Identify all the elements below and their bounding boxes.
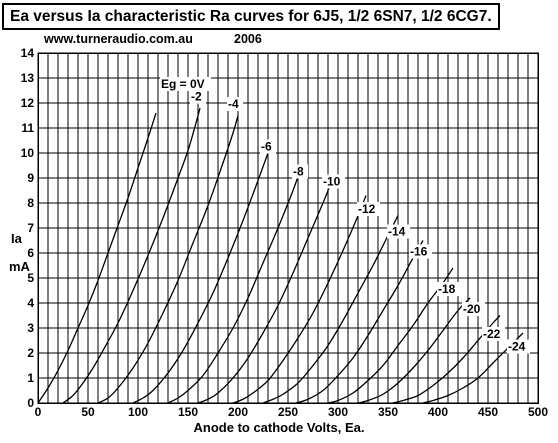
x-tick-label: 50 bbox=[81, 405, 95, 419]
series-label-bg bbox=[409, 244, 432, 259]
series-label: -14 bbox=[388, 225, 406, 239]
plot-frame bbox=[37, 52, 539, 404]
series-label-bg bbox=[160, 77, 211, 91]
series-label: -6 bbox=[261, 140, 272, 154]
series-label-bg bbox=[387, 224, 410, 239]
y-tick-label: 1 bbox=[27, 371, 34, 385]
series-label: -16 bbox=[410, 245, 428, 259]
series-label: -10 bbox=[323, 175, 341, 189]
x-tick-label: 350 bbox=[378, 405, 398, 419]
series-label-bg bbox=[357, 202, 380, 216]
x-axis-label: Anode to cathode Volts, Ea. bbox=[193, 420, 365, 435]
series-curve bbox=[97, 115, 239, 404]
x-tick-label: 300 bbox=[328, 405, 348, 419]
y-tick-label: 8 bbox=[27, 196, 34, 210]
series-label-bg bbox=[482, 327, 505, 341]
y-tick-label: 10 bbox=[21, 146, 35, 160]
y-tick-label: 6 bbox=[27, 246, 34, 260]
series-curve bbox=[167, 170, 301, 404]
y-tick-label: 5 bbox=[27, 271, 34, 285]
chart-title: Ea versus Ia characteristic Ra curves fo… bbox=[2, 3, 500, 30]
y-tick-label: 4 bbox=[27, 296, 34, 310]
series-curve bbox=[262, 215, 399, 404]
x-tick-label: 100 bbox=[128, 405, 148, 419]
series-labels: Eg = 0V-2 -4 -6 -8 -10 -12 -14 -16 -18 -20-22 -24 bbox=[160, 77, 530, 354]
chart-subtitle: www.turneraudio.com.au bbox=[44, 32, 193, 46]
series-curve bbox=[62, 107, 201, 404]
y-tick-label: 9 bbox=[27, 171, 34, 185]
y-tick-label: 2 bbox=[27, 346, 34, 360]
x-tick-label: 400 bbox=[428, 405, 448, 419]
series-label: -12 bbox=[358, 202, 376, 216]
series-curve bbox=[295, 240, 424, 404]
x-tick-label: 0 bbox=[35, 405, 42, 419]
series-label: -8 bbox=[293, 165, 304, 179]
series-label: -20 bbox=[463, 302, 481, 316]
y-axis-label-line-2: mA bbox=[9, 259, 30, 274]
series-label-bg bbox=[437, 282, 460, 296]
tick-labels: 0 50 100 150 200 250 300 350 400 450 5000123456789… bbox=[21, 46, 549, 419]
grid-lines bbox=[37, 52, 539, 404]
series-label-bg bbox=[292, 164, 308, 179]
x-tick-label: 500 bbox=[528, 405, 548, 419]
y-tick-label: 11 bbox=[21, 121, 34, 135]
series-curve bbox=[197, 177, 334, 404]
series-curve bbox=[132, 152, 269, 404]
series-curve bbox=[37, 112, 157, 404]
series-label-bg bbox=[462, 302, 485, 316]
series-curve bbox=[232, 195, 367, 404]
series-label-bg bbox=[227, 97, 243, 111]
series-curve bbox=[327, 267, 454, 404]
series-label: -2 bbox=[191, 90, 202, 104]
series-label-bg bbox=[260, 139, 276, 154]
chart-year: 2006 bbox=[234, 32, 262, 46]
x-tick-label: 200 bbox=[228, 405, 248, 419]
y-axis-label-line-1: Ia bbox=[11, 231, 22, 246]
x-tick-label: 150 bbox=[178, 405, 198, 419]
series-label: -22 bbox=[483, 327, 501, 341]
y-tick-label: 13 bbox=[21, 71, 35, 85]
y-tick-label: 12 bbox=[21, 96, 35, 110]
series-label-bg bbox=[507, 339, 530, 354]
series-label-bg bbox=[190, 89, 206, 104]
series-curve bbox=[357, 297, 471, 404]
y-tick-label: 0 bbox=[27, 396, 34, 410]
series-label-bg bbox=[322, 174, 345, 189]
series-curves bbox=[37, 107, 524, 404]
series-label: -4 bbox=[228, 97, 239, 111]
series-label: -18 bbox=[438, 282, 456, 296]
y-tick-label: 14 bbox=[21, 46, 35, 60]
series-label: Eg = 0V bbox=[161, 77, 205, 91]
y-tick-label: 3 bbox=[27, 321, 34, 335]
y-tick-label: 7 bbox=[27, 221, 34, 235]
x-tick-label: 450 bbox=[478, 405, 498, 419]
series-label: -24 bbox=[508, 340, 526, 354]
x-tick-label: 250 bbox=[278, 405, 298, 419]
